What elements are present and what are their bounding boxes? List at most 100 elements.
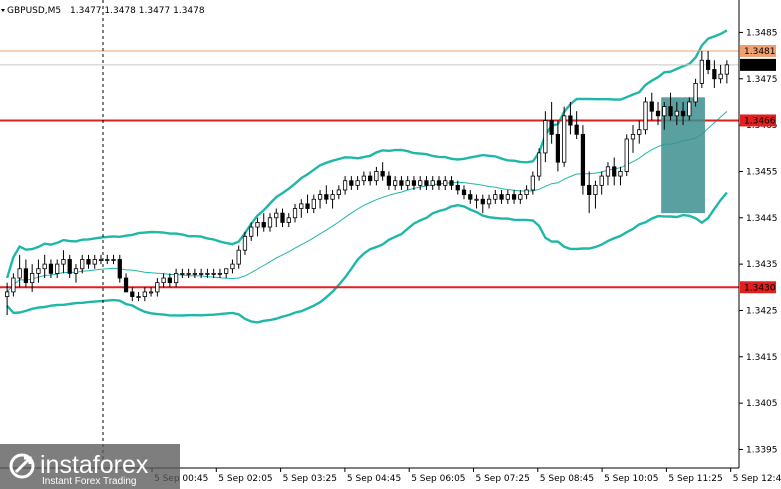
candle-body-79 (499, 194, 504, 200)
candle-body-95 (599, 175, 604, 186)
level-tag-0-label: 1.3466 (744, 116, 776, 126)
candle-body-61 (386, 175, 392, 186)
candle-body-113 (712, 69, 717, 80)
candle-body-62 (393, 180, 398, 186)
candle-body-76 (480, 198, 485, 205)
level-tag-1-bg (740, 281, 776, 294)
candle-body-68 (430, 180, 435, 186)
bollinger-lower-line (6, 191, 728, 324)
candle-body-86 (543, 120, 548, 154)
x-tick-label-0: 5 Sep 00:45 (154, 474, 208, 484)
candle-body-74 (468, 194, 473, 200)
candle-body-40 (255, 222, 260, 228)
candle-body-57 (361, 175, 366, 182)
candle-body-23 (148, 291, 154, 294)
candle-body-28 (180, 272, 185, 275)
x-tick-label-2: 5 Sep 03:25 (283, 474, 337, 484)
candle-body-48 (305, 203, 310, 209)
candle-body-99 (624, 138, 629, 172)
ask-tag-label: 1.3481 (744, 47, 776, 57)
candle-body-33 (211, 272, 216, 275)
candle-body-84 (530, 175, 535, 191)
candle-body-19 (123, 277, 129, 293)
candle-body-92 (580, 133, 586, 186)
candle-body-109 (687, 101, 692, 117)
candle-body-94 (593, 184, 598, 196)
candle-body-44 (280, 212, 285, 223)
x-tick-label-4: 5 Sep 06:05 (411, 474, 465, 484)
candle-body-11 (73, 268, 79, 274)
candle-body-37 (236, 249, 241, 265)
candle-body-107 (674, 110, 679, 117)
candle-body-110 (693, 83, 698, 103)
candle-body-91 (574, 124, 579, 135)
candle-body-112 (705, 59, 711, 70)
candle-body-51 (324, 194, 329, 200)
candle-body-27 (173, 272, 179, 284)
candle-body-67 (424, 180, 429, 186)
candle-body-36 (230, 263, 235, 270)
candle-body-15 (98, 259, 104, 261)
x-tick-label-1: 5 Sep 02:05 (218, 474, 272, 484)
candle-body-96 (605, 166, 611, 177)
logo-tagline: Instant Forex Trading (42, 476, 137, 487)
ask-tag-bg (740, 44, 776, 57)
candle-body-83 (524, 189, 529, 196)
y-tick-label-0: 1.3485 (746, 28, 778, 38)
candle-body-55 (349, 180, 354, 186)
candle-body-31 (199, 272, 204, 275)
y-tick-label-1: 1.3475 (746, 75, 778, 85)
candle-body-98 (618, 171, 623, 177)
y-tick-label-7: 1.3415 (746, 353, 778, 363)
candle-body-87 (549, 120, 554, 135)
candle-body-97 (612, 166, 617, 177)
candle-body-78 (493, 194, 498, 200)
logo-mark-icon (9, 453, 35, 479)
y-tick-label-5: 1.3435 (746, 260, 778, 270)
candle-body-59 (374, 171, 379, 182)
candle-body-71 (449, 180, 454, 186)
candle-body-114 (718, 73, 723, 80)
candle-body-21 (136, 296, 141, 298)
candle-body-70 (443, 180, 448, 186)
candle-body-115 (724, 64, 729, 75)
candle-body-75 (474, 198, 479, 201)
candle-body-90 (568, 115, 573, 126)
candle-body-16 (105, 259, 110, 261)
candle-body-13 (86, 259, 91, 265)
ohlc-readout: 1.3477 1.3478 1.3477 1.3478 (70, 6, 205, 16)
bollinger-upper-line (5, 29, 728, 279)
level-tag-0-bg (740, 114, 776, 127)
candle-body-30 (192, 272, 198, 275)
candle-body-72 (455, 184, 460, 191)
x-tick-label-3: 5 Sep 04:45 (347, 474, 401, 484)
y-tick-label-3: 1.3455 (746, 167, 778, 177)
candle-body-82 (518, 194, 523, 200)
x-tick-label-5: 5 Sep 07:25 (476, 474, 530, 484)
y-tick-label-4: 1.3445 (746, 214, 778, 224)
candle-body-77 (486, 198, 492, 205)
x-tick-label-6: 5 Sep 08:45 (540, 474, 594, 484)
y-tick-label-6: 1.3425 (746, 306, 778, 316)
candle-body-56 (355, 180, 360, 186)
candle-body-63 (399, 180, 404, 186)
candle-body-42 (267, 217, 273, 228)
candle-body-104 (655, 110, 661, 117)
candle-body-14 (92, 259, 97, 265)
candle-body-102 (643, 101, 648, 131)
candle-body-20 (130, 291, 135, 297)
candle-body-100 (630, 133, 636, 140)
candle-body-39 (249, 226, 254, 237)
candle-body-10 (67, 259, 72, 274)
horizontal-levels (0, 50, 739, 289)
current-price-tag-bg (740, 58, 776, 71)
candle-body-80 (505, 194, 510, 200)
candle-body-34 (217, 272, 223, 275)
current-price-tag-label: 1.3478 (744, 61, 776, 71)
symbol-label: GBPUSD,M5 (7, 6, 61, 16)
level-tag-1-label: 1.3430 (744, 283, 776, 293)
logo-brand-text: instaforex (40, 451, 149, 479)
candle-body-49 (311, 198, 316, 209)
candle-body-81 (511, 194, 517, 200)
